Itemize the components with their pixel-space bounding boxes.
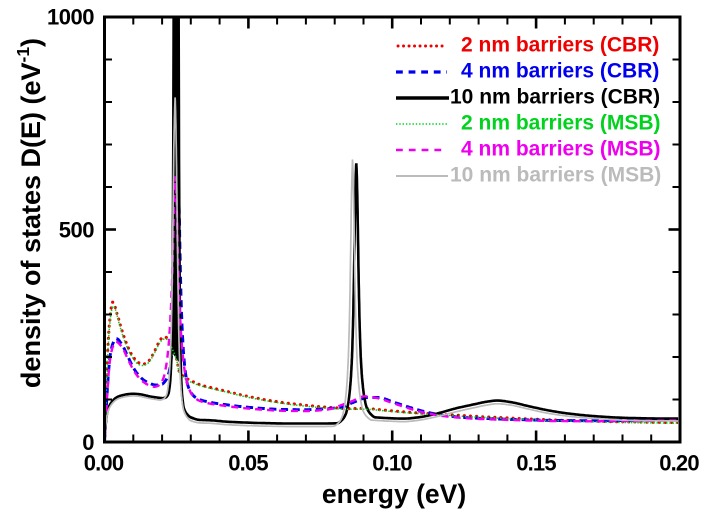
svg-text:0.15: 0.15 [516, 451, 556, 476]
svg-text:density of states D(E) (eV-1): density of states D(E) (eV-1) [13, 38, 46, 388]
svg-text:10 nm barriers (CBR): 10 nm barriers (CBR) [450, 86, 660, 109]
svg-text:10 nm barriers (MSB): 10 nm barriers (MSB) [450, 164, 661, 187]
svg-text:500: 500 [59, 217, 94, 242]
svg-text:4 nm barriers (MSB): 4 nm barriers (MSB) [461, 138, 661, 161]
svg-text:1000: 1000 [47, 5, 94, 30]
svg-text:energy (eV): energy (eV) [322, 479, 466, 509]
svg-text:2 nm barriers (CBR): 2 nm barriers (CBR) [461, 34, 659, 57]
svg-text:0.05: 0.05 [228, 451, 268, 476]
svg-text:0.20: 0.20 [659, 451, 699, 476]
svg-text:4 nm barriers (CBR): 4 nm barriers (CBR) [461, 60, 659, 83]
svg-text:0.10: 0.10 [372, 451, 412, 476]
svg-text:0.00: 0.00 [84, 451, 124, 476]
svg-text:0: 0 [82, 430, 94, 455]
svg-text:2 nm barriers (MSB): 2 nm barriers (MSB) [461, 112, 661, 135]
